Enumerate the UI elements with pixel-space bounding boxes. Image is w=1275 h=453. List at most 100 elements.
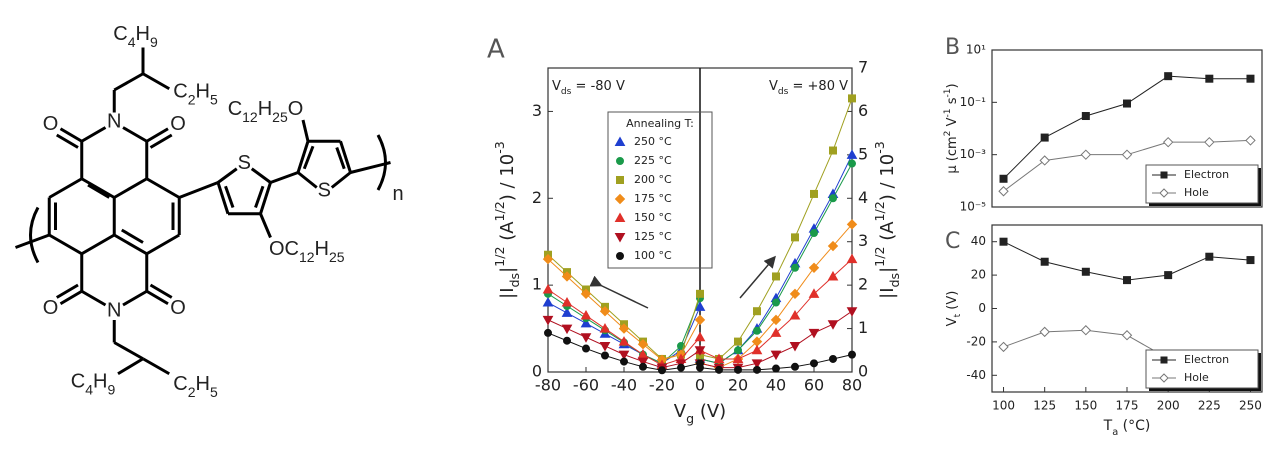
text-part: | xyxy=(497,267,518,273)
text-part: V xyxy=(769,79,778,94)
legend-label: Electron xyxy=(1184,353,1229,366)
text-part: OC xyxy=(269,238,299,260)
x-tick-label: -60 xyxy=(573,376,599,395)
legend-label: Electron xyxy=(1184,168,1229,181)
text-part: = +80 V xyxy=(788,79,848,94)
x-tick-label: 60 xyxy=(804,376,824,395)
marker xyxy=(848,94,856,103)
text-part: N xyxy=(107,111,121,133)
marker xyxy=(1123,99,1131,108)
text-part: ) / 10 xyxy=(877,154,898,201)
text-part: 4 xyxy=(85,381,93,397)
text-part: O xyxy=(43,113,59,135)
atom-label: N xyxy=(107,111,121,133)
text-part: 1/2 xyxy=(492,247,507,267)
marker xyxy=(694,331,706,342)
text-part: V xyxy=(552,79,561,94)
marker xyxy=(999,237,1008,246)
marker xyxy=(1164,271,1173,280)
text-part: | xyxy=(877,267,898,273)
marker xyxy=(616,252,624,260)
marker xyxy=(715,365,723,374)
marker xyxy=(1159,188,1169,198)
annotation: Vds = -80 V xyxy=(552,79,625,97)
text-part: -1 xyxy=(943,88,953,97)
marker xyxy=(1121,149,1133,160)
text-part: V xyxy=(945,117,960,130)
y-tick-label: 10⁻¹ xyxy=(960,95,987,109)
legend-label: 250 °C xyxy=(634,135,672,148)
marker xyxy=(1246,256,1255,265)
text-part: H xyxy=(196,373,210,395)
marker xyxy=(848,159,856,168)
y-tick-label: -40 xyxy=(966,368,986,382)
y-tick-label: 1 xyxy=(532,275,542,294)
y-tick-label: 10¹ xyxy=(966,43,986,57)
marker xyxy=(732,353,744,363)
x-tick-label: 250 xyxy=(1239,399,1262,413)
x-tick-label: -80 xyxy=(535,376,561,395)
text-part: |I xyxy=(877,287,898,298)
text-part: 12 xyxy=(242,109,258,125)
y-tick-label: 0 xyxy=(978,301,986,315)
text-part: ds xyxy=(778,87,789,97)
marker xyxy=(808,288,820,298)
text-part: C xyxy=(113,23,127,45)
marker xyxy=(753,365,761,374)
marker xyxy=(580,317,592,328)
marker xyxy=(677,363,685,372)
y2-axis-label: |Ids|1/2 (A1/2) / 10-3 xyxy=(872,141,902,299)
text-part: C xyxy=(228,98,242,120)
text-part: H xyxy=(315,238,329,260)
marker xyxy=(810,229,818,238)
marker xyxy=(561,324,573,335)
text-part: (A xyxy=(497,221,518,247)
text-part: H xyxy=(93,371,107,393)
y-tick-label: 3 xyxy=(532,101,542,120)
marker xyxy=(846,219,858,230)
marker xyxy=(620,357,628,366)
y-tick-label: -20 xyxy=(966,334,986,348)
marker xyxy=(1205,74,1214,83)
marker xyxy=(1245,135,1256,146)
x-tick-label: 225 xyxy=(1198,399,1221,413)
marker xyxy=(599,305,611,317)
text-part: 4 xyxy=(128,34,136,50)
y-axis-label: Vt (V) xyxy=(945,291,963,327)
marker xyxy=(827,240,839,252)
marker xyxy=(713,353,725,363)
marker xyxy=(1160,171,1168,179)
marker xyxy=(751,359,763,369)
marker xyxy=(1080,149,1092,160)
text-part: C xyxy=(71,371,85,393)
marker xyxy=(770,350,782,361)
marker xyxy=(846,253,858,264)
text-part: -3 xyxy=(872,141,887,154)
legend-title: Annealing T: xyxy=(626,117,694,130)
text-part: 2 xyxy=(188,384,196,400)
y-tick-label: 40 xyxy=(971,234,986,248)
marker xyxy=(1081,267,1090,276)
text-part: = -80 V xyxy=(571,79,625,94)
marker xyxy=(753,326,761,335)
marker xyxy=(1080,325,1092,336)
text-part: S xyxy=(238,152,251,174)
x-tick-label: 0 xyxy=(695,376,705,395)
text-part: H xyxy=(258,98,272,120)
marker xyxy=(1160,356,1168,364)
x-tick-label: -20 xyxy=(649,376,675,395)
text-part: ds xyxy=(507,273,522,288)
marker xyxy=(808,262,820,273)
marker xyxy=(637,357,649,368)
panel-label: B xyxy=(945,35,960,60)
marker xyxy=(734,365,742,374)
marker xyxy=(694,301,706,311)
text-part: -3 xyxy=(492,141,507,154)
marker xyxy=(563,336,571,345)
marker xyxy=(1159,373,1169,383)
text-part: 2 xyxy=(943,131,953,137)
text-part: 1/2 xyxy=(492,201,507,221)
marker xyxy=(561,271,573,282)
marker xyxy=(614,193,626,205)
marker xyxy=(696,289,704,298)
